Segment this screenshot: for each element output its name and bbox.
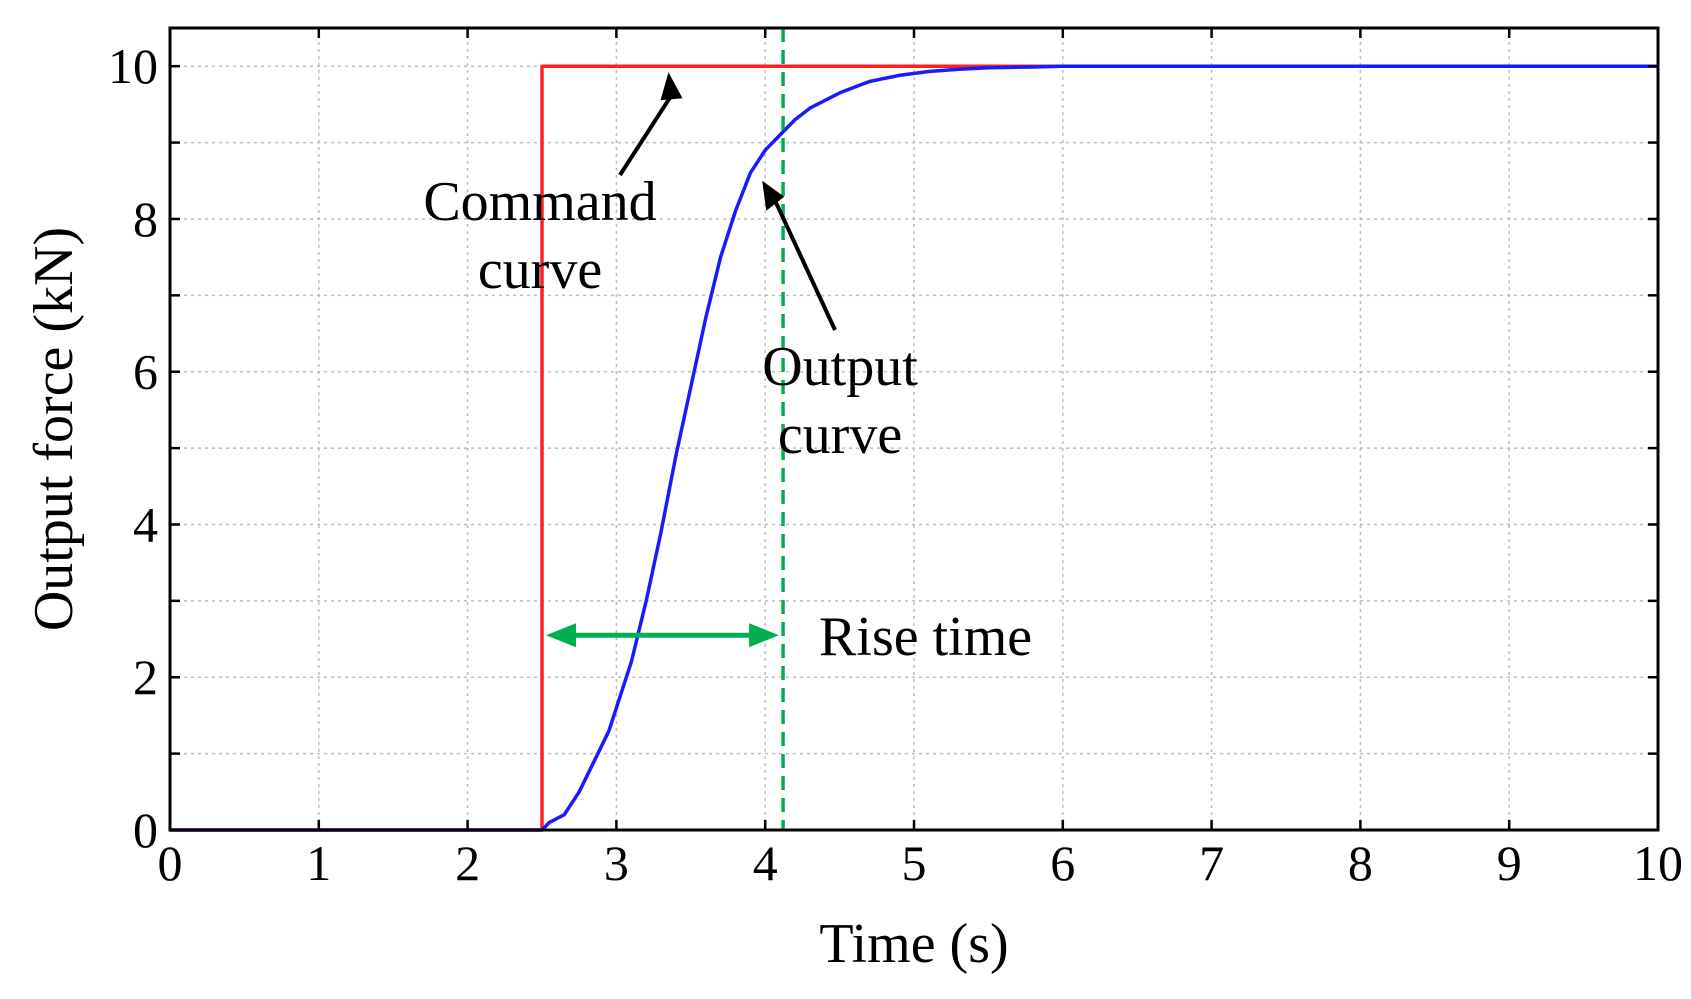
x-tick-label: 8 xyxy=(1348,835,1373,891)
command-curve-pointer-line xyxy=(618,91,676,177)
y-tick-label: 10 xyxy=(108,38,158,94)
command-curve-label-line-1: Command xyxy=(423,171,656,233)
grid xyxy=(170,28,1658,830)
x-tick-label: 7 xyxy=(1199,835,1224,891)
output-curve-line xyxy=(170,64,1658,832)
y-tick-label: 6 xyxy=(133,344,158,400)
y-tick-label: 8 xyxy=(133,191,158,247)
x-tick-label: 4 xyxy=(753,835,778,891)
y-tick-label: 2 xyxy=(133,649,158,705)
x-axis-title: Time (s) xyxy=(819,913,1008,975)
ticks: 0 1 2 3 4 5 6 7 8 9 10 0 2 4 6 8 10 xyxy=(108,28,1683,891)
output-curve-pointer-line xyxy=(772,197,837,331)
x-tick-label: 2 xyxy=(455,835,480,891)
x-tick-label: 0 xyxy=(158,835,183,891)
rise-time-arrowhead-left xyxy=(546,623,576,648)
output-curve-pointer-head xyxy=(762,180,785,211)
y-axis-title: Output force (kN) xyxy=(23,227,85,631)
output-curve-label-line-2: curve xyxy=(778,404,902,466)
rise-time-label: Rise time xyxy=(819,606,1032,668)
x-tick-label: 6 xyxy=(1050,835,1075,891)
x-tick-label: 3 xyxy=(604,835,629,891)
x-tick-label: 9 xyxy=(1497,835,1522,891)
command-curve-label-line-2: curve xyxy=(478,239,602,301)
x-tick-label: 1 xyxy=(306,835,331,891)
output-curve-label-line-1: Output xyxy=(762,336,918,398)
y-tick-label: 4 xyxy=(133,496,158,552)
command-curve-pointer-head xyxy=(660,72,683,101)
y-tick-label: 0 xyxy=(133,802,158,858)
x-tick-label: 5 xyxy=(902,835,927,891)
x-tick-label: 10 xyxy=(1633,835,1683,891)
rise-time-arrowhead-right xyxy=(749,623,780,648)
